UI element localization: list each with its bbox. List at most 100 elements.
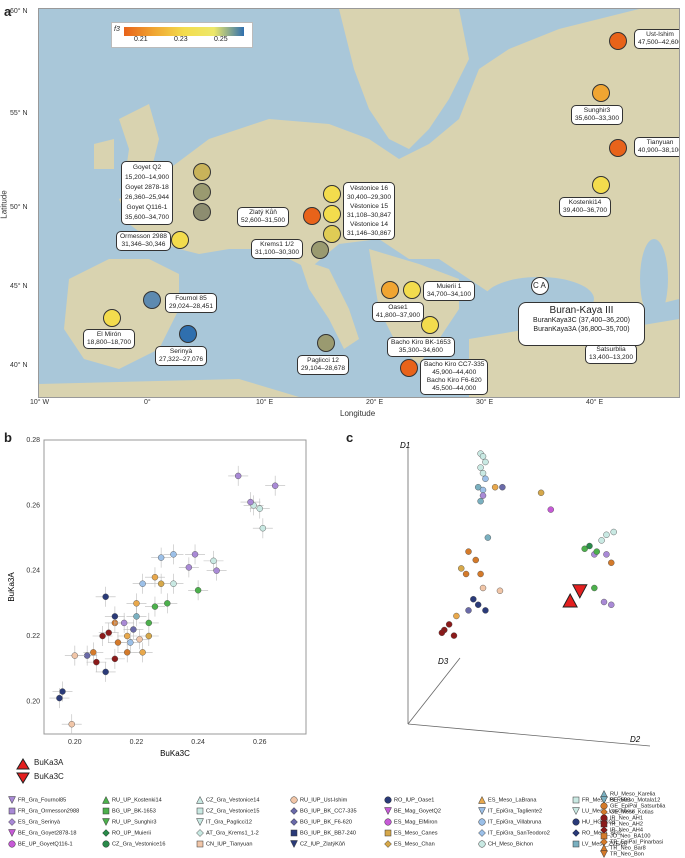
buka3a-point <box>562 592 578 608</box>
legend-item: TR_Neo_Bon <box>600 850 644 858</box>
scale-tick: 0.25 <box>214 36 228 43</box>
data-point <box>608 559 615 567</box>
data-point <box>151 603 159 610</box>
legend-item: FR_Gra_Fournol85 <box>8 796 66 804</box>
lat-tick: 45° N <box>10 283 28 290</box>
map-ylabel: Latitude <box>0 190 9 219</box>
legend-item: FR_Gra_Ormesson2988 <box>8 807 79 815</box>
site-marker <box>400 359 418 377</box>
legend-item: AT_Gra_Krems1_1-2 <box>196 829 259 837</box>
x-axis-label: BuKa3C <box>160 749 190 758</box>
data-point <box>213 567 220 574</box>
legend-item: BE_UP_GoyetQ116-1 <box>8 840 73 848</box>
legend-item: ES_Meso_Chan <box>384 840 435 848</box>
data-point <box>139 580 146 587</box>
legend-item: CN_IUP_Tianyuan <box>196 840 252 848</box>
data-point <box>477 570 484 578</box>
data-point <box>105 629 112 636</box>
site-marker <box>303 207 321 225</box>
site-label: Fournol 85 29,024–28,451 <box>165 293 218 313</box>
legend-item: ES_Gra_Serinyà <box>8 818 60 826</box>
buran-ca-label: C A <box>533 281 546 290</box>
legend-item: BE_Mag_GoyetQ2 <box>384 807 441 815</box>
axis-label-d2: D2 <box>630 735 641 744</box>
site-label: Goyet Q2 15,200–14,900 Goyet 2878-18 26,36… <box>121 161 174 225</box>
site-marker-buran <box>531 277 549 295</box>
data-point <box>111 613 119 620</box>
legend-item: CH_Meso_Bichon <box>478 840 533 848</box>
data-point <box>479 470 487 477</box>
data-point <box>547 506 554 513</box>
data-point <box>586 542 593 550</box>
data-point <box>102 593 109 601</box>
site-marker <box>103 309 121 327</box>
site-label: Věstonice 16 30,400–29,300 Věstonice 15 31… <box>343 182 396 240</box>
data-point <box>479 453 487 460</box>
legend-item: RU_UP_Kostenki14 <box>102 796 162 804</box>
buran-title: Buran-Kaya III <box>549 305 614 316</box>
legend-item: CZ_Gra_Vestonice15 <box>196 807 259 815</box>
data-point <box>479 492 487 499</box>
data-point <box>90 649 97 656</box>
data-point <box>593 548 600 555</box>
data-point <box>191 551 199 558</box>
buka3a-legend-label: BuKa3A <box>34 758 64 767</box>
data-point <box>581 545 588 553</box>
data-point <box>482 607 489 614</box>
data-point <box>145 632 153 640</box>
lon-tick: 40° E <box>586 399 604 406</box>
scatter-chart-c: D1 D2 D3 <box>400 441 651 747</box>
data-point <box>537 489 545 497</box>
site-label: Bacho Kiro CC7-335 45,900–44,400 Bacho Ki… <box>420 359 489 395</box>
data-point <box>453 612 460 620</box>
legend-item: SE_Meso_Motala12 <box>600 796 660 804</box>
site-marker <box>317 334 335 352</box>
data-point <box>194 587 202 594</box>
data-point <box>450 632 458 639</box>
legend-item: ES_Meso_Canes <box>384 829 438 837</box>
data-point <box>133 613 140 620</box>
data-point <box>111 655 119 663</box>
x-tick-label: 0.22 <box>130 739 144 746</box>
data-point <box>479 584 487 592</box>
axis-d3 <box>407 657 461 725</box>
legend-item: HU_HG_KO1 <box>572 818 616 826</box>
data-point <box>170 580 177 587</box>
data-point <box>133 600 140 607</box>
data-point <box>139 649 146 656</box>
data-point <box>474 484 482 491</box>
site-label: Ormesson 2988 31,346–30,346 <box>116 231 171 251</box>
scale-tick: 0.21 <box>134 36 148 43</box>
site-marker <box>421 316 439 334</box>
data-point <box>598 537 605 544</box>
legend-item: ES_Mag_ElMiron <box>384 818 438 826</box>
site-label: Ust-Ishim 47,500–42,600 <box>634 29 679 49</box>
data-point <box>477 497 484 505</box>
data-point <box>477 464 484 471</box>
legend-item: FR_Meso_PER503 <box>572 796 630 804</box>
legend-item: IT_EpiGra_SanTeodoro2 <box>478 829 550 837</box>
data-point <box>99 632 106 640</box>
x-tick-label: 0.26 <box>253 739 267 746</box>
data-point <box>496 587 504 595</box>
data-point <box>499 484 506 491</box>
data-point <box>603 551 610 558</box>
data-point <box>114 639 122 646</box>
legend-item: CZ_Gra_Vestonice16 <box>102 840 165 848</box>
axis-label-d3: D3 <box>438 657 449 666</box>
lat-tick: 40° N <box>10 362 28 369</box>
site-label: Krems1 1/2 31,100–30,300 <box>251 239 304 259</box>
site-marker <box>179 325 197 343</box>
data-point <box>83 652 91 659</box>
data-point <box>145 619 153 627</box>
x-tick-label: 0.24 <box>191 739 205 746</box>
legend-item: CZ_IUP_ZlatýKůň <box>290 840 345 848</box>
scale-tick: 0.23 <box>174 36 188 43</box>
legend-item: RO_UP_Muierii <box>102 829 151 837</box>
map-panel: f3 0.21 0.23 0.25 Ust-Ishim 47,500–42,600… <box>38 8 680 398</box>
data-point <box>462 570 470 578</box>
buka3c-point <box>571 584 588 599</box>
site-marker <box>171 231 189 249</box>
lat-tick: 50° N <box>10 204 28 211</box>
data-point <box>124 632 131 640</box>
